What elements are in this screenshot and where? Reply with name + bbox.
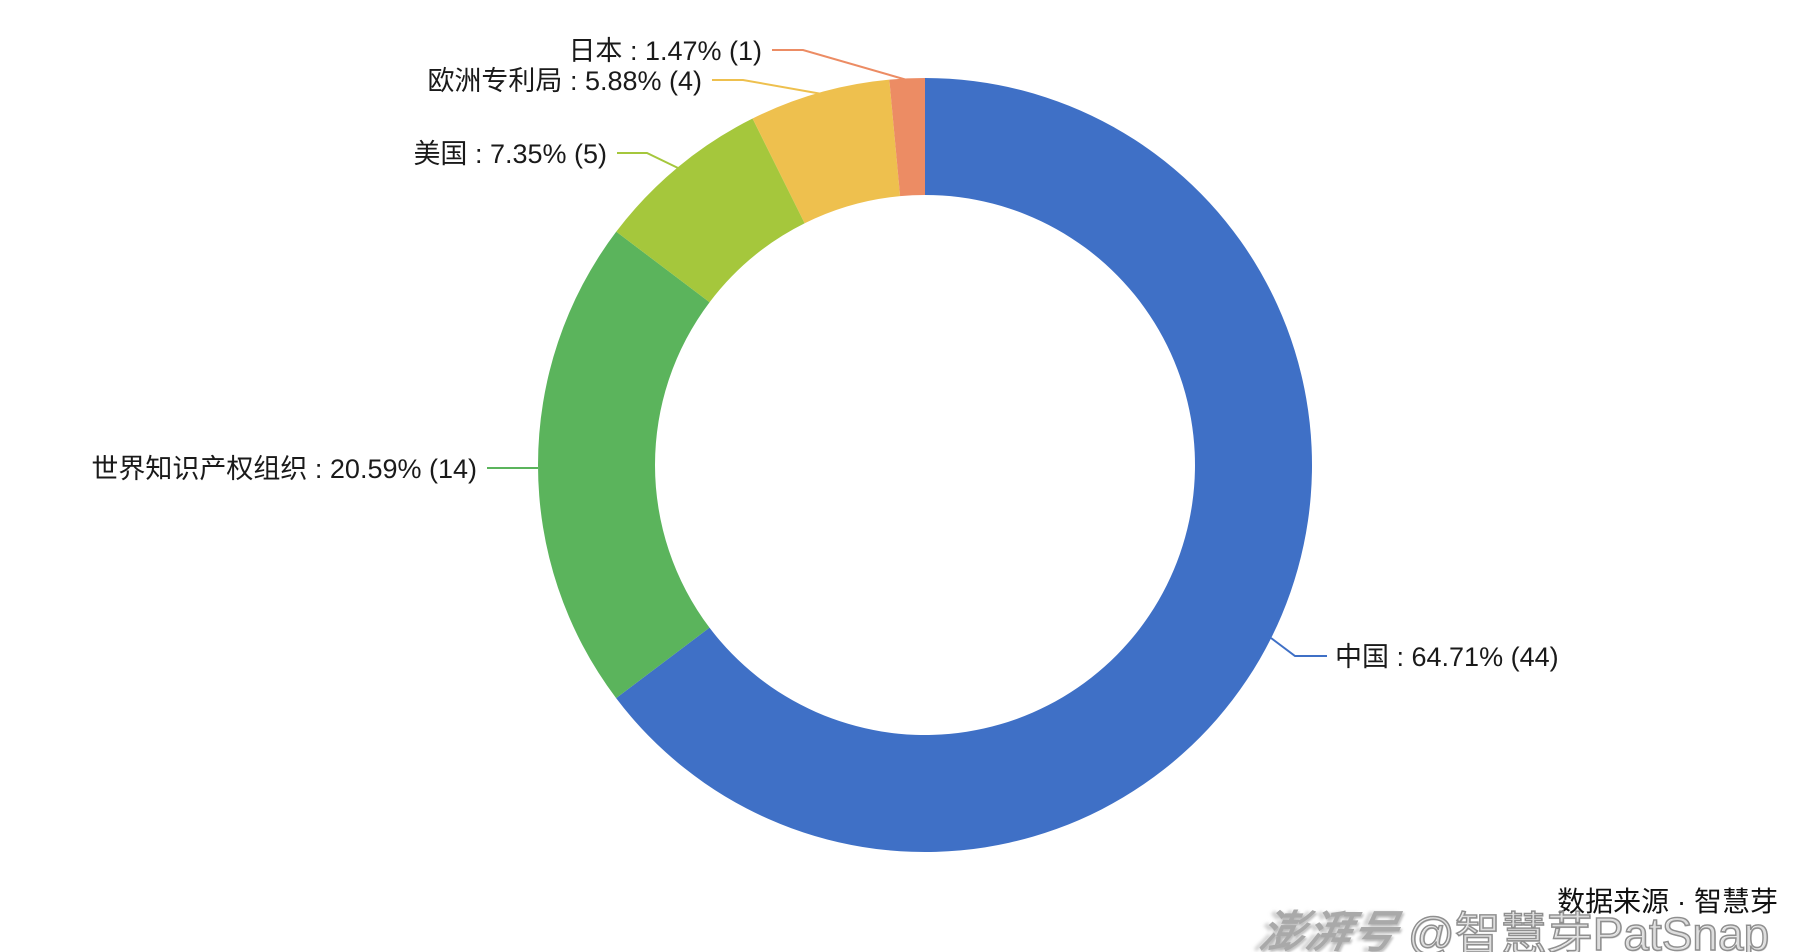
data-source-note: 数据来源 · 智慧芽 — [1557, 886, 1778, 917]
slice-label-usa: 美国 : 7.35% (5) — [413, 139, 607, 169]
slice-label-china: 中国 : 64.71% (44) — [1335, 642, 1559, 672]
donut-slice-usa[interactable] — [616, 118, 805, 303]
pengpai-watermark-logo: 澎湃号 — [1255, 908, 1405, 952]
label-leader-china — [1270, 637, 1327, 657]
donut-slice-japan[interactable] — [889, 78, 925, 197]
slice-label-japan: 日本 : 1.47% (1) — [568, 36, 762, 66]
donut-slice-wipo[interactable] — [538, 231, 710, 699]
slice-label-epo: 欧洲专利局 : 5.88% (4) — [427, 66, 702, 96]
slice-label-wipo: 世界知识产权组织 : 20.59% (14) — [91, 454, 477, 484]
donut-slice-china[interactable] — [616, 78, 1313, 852]
donut-slice-epo[interactable] — [752, 79, 901, 224]
label-leader-usa — [617, 152, 679, 169]
label-leader-epo — [712, 79, 823, 95]
patsnap-watermark-text: @智慧芽PatSnap — [1407, 907, 1770, 952]
label-leader-japan — [772, 49, 908, 81]
